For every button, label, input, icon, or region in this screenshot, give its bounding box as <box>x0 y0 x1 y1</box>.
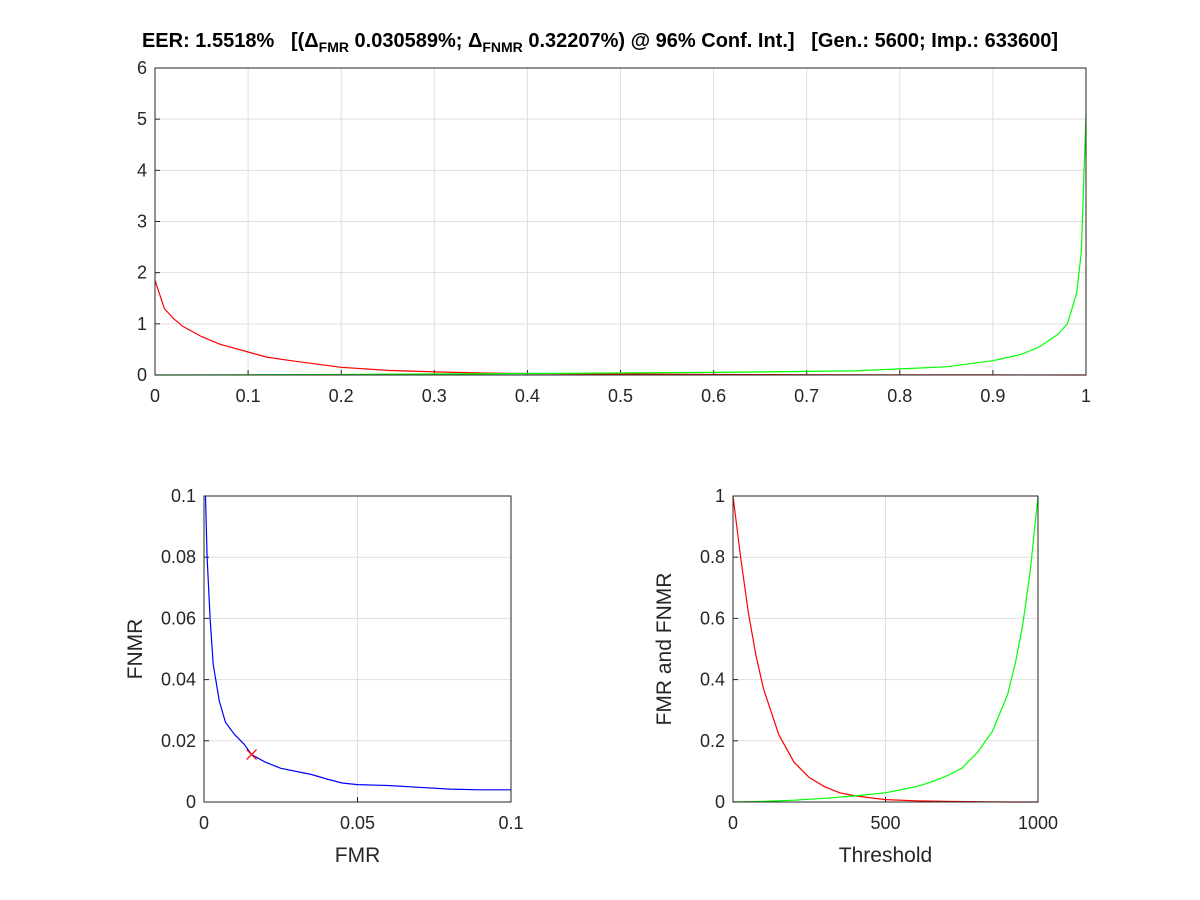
delta-fnmr-value: 0.32207%) @ 96% Conf. Int.] <box>522 30 795 52</box>
dist-ytick-label: 3 <box>137 212 147 232</box>
thr-ytick-label: 0.4 <box>700 670 725 690</box>
roc-ytick-label: 0.08 <box>161 547 196 567</box>
roc-plot: 0 0.05 0.1 0 0.02 0.04 0.06 0.08 0.1 FMR FNMR <box>124 486 524 867</box>
roc-ytick-label: 0.1 <box>171 486 196 506</box>
thr-ytick-label: 0.2 <box>700 731 725 751</box>
dist-ytick-label: 5 <box>137 109 147 129</box>
roc-ytick-label: 0.06 <box>161 608 196 628</box>
eer-marker <box>246 749 258 760</box>
dist-xtick-label: 0.6 <box>701 386 726 406</box>
roc-xlabel: FMR <box>335 844 381 867</box>
dist-ytick-label: 1 <box>137 314 147 334</box>
dist-xtick-label: 0.8 <box>887 386 912 406</box>
distribution-plot: 0 0.1 0.2 0.3 0.4 0.5 0.6 0.7 0.8 0.9 1 0 1 2 3 4 5 6 <box>137 58 1091 406</box>
thr-axes-box <box>732 495 1039 803</box>
eer-marker-stroke-b <box>246 749 258 760</box>
thr-xtick-label: 1000 <box>1018 813 1058 833</box>
dist-xtick-label: 0 <box>150 386 160 406</box>
thr-ytick-label: 0 <box>715 792 725 812</box>
ci-open: [( <box>290 30 305 52</box>
dist-xtick-label: 0.3 <box>422 386 447 406</box>
roc-xtick-label: 0 <box>199 813 209 833</box>
eer-text: EER: 1.5518% <box>141 30 275 52</box>
figure-title: EER: 1.5518% [(ΔFMR 0.030589%; ΔFNMR 0.3… <box>0 30 1200 55</box>
roc-ytick-label: 0.02 <box>161 731 196 751</box>
delta-fmr-subscript: FMR <box>318 39 349 55</box>
thr-xtick-label: 0 <box>728 813 738 833</box>
roc-axes-box <box>203 495 512 803</box>
dist-ytick-label: 6 <box>137 58 147 78</box>
threshold-plot: 0 500 1000 0 0.2 0.4 0.6 0.8 1 Threshold FMR and F… <box>653 486 1058 867</box>
thr-xlabel: Threshold <box>839 844 932 867</box>
roc-xtick-label: 0.1 <box>498 813 523 833</box>
delta-fmr-value: 0.030589%; <box>348 30 468 52</box>
roc-ytick-label: 0 <box>186 792 196 812</box>
thr-series-1-line <box>732 495 1039 803</box>
thr-xtick-label: 500 <box>870 813 900 833</box>
dist-ytick-label: 0 <box>137 365 147 385</box>
thr-ytick-label: 1 <box>715 486 725 506</box>
thr-ytick-label: 0.8 <box>700 547 725 567</box>
dist-xtick-label: 0.1 <box>236 386 261 406</box>
dist-series-1-line <box>154 114 1087 376</box>
sample-counts: [Gen.: 5600; Imp.: 633600] <box>811 30 1059 52</box>
roc-ytick-label: 0.04 <box>161 670 196 690</box>
roc-series-0-line <box>204 495 511 791</box>
dist-ytick-label: 2 <box>137 263 147 283</box>
delta-fnmr-symbol: Δ <box>467 30 483 52</box>
dist-xtick-label: 0.9 <box>980 386 1005 406</box>
dist-axes-box <box>154 67 1087 376</box>
dist-ytick-label: 4 <box>137 160 147 180</box>
delta-fnmr-subscript: FNMR <box>482 39 523 55</box>
dist-xtick-label: 0.4 <box>515 386 540 406</box>
dist-xtick-label: 0.5 <box>608 386 633 406</box>
roc-ylabel: FNMR <box>124 619 147 680</box>
dist-xtick-label: 0.2 <box>329 386 354 406</box>
thr-ytick-label: 0.6 <box>700 608 725 628</box>
delta-fmr-symbol: Δ <box>304 30 319 52</box>
dist-xtick-label: 1 <box>1081 386 1091 406</box>
dist-xtick-label: 0.7 <box>794 386 819 406</box>
roc-xtick-label: 0.05 <box>340 813 375 833</box>
thr-ylabel: FMR and FNMR <box>653 573 676 726</box>
